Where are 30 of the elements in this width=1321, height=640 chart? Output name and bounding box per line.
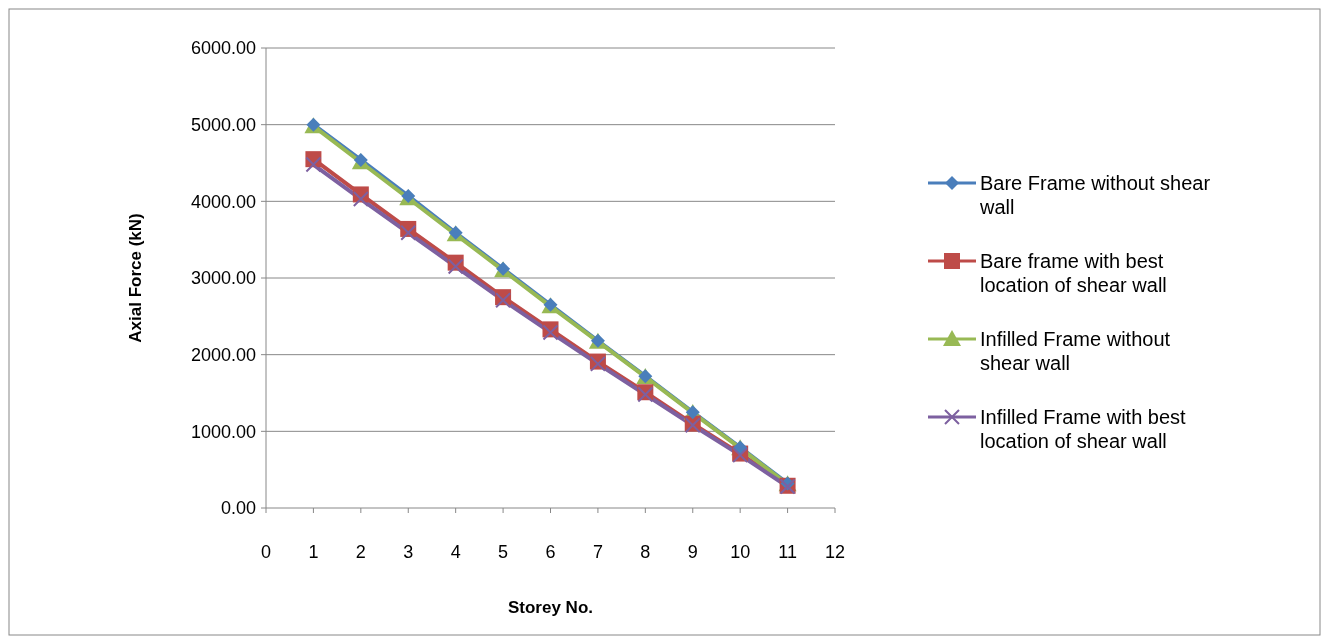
x-tick-label: 10 — [730, 542, 751, 562]
x-tick-label: 9 — [687, 542, 698, 562]
legend-label: Infilled Frame with best location of shear wall — [980, 406, 1187, 452]
y-tick-label: 1000.00 — [190, 421, 256, 442]
x-tick-label: 1 — [308, 542, 319, 562]
x-tick-label: 5 — [498, 542, 509, 562]
x-tick-label: 2 — [355, 542, 366, 562]
y-tick-label: 6000.00 — [190, 38, 256, 59]
y-tick-label: 0.00 — [220, 498, 256, 519]
x-tick-label: 7 — [592, 542, 603, 562]
y-axis-title: Axial Force (kN) — [126, 213, 145, 343]
legend-label: Infilled Frame without shear wall — [980, 328, 1171, 374]
legend-label: Bare Frame without shear wall — [979, 172, 1211, 218]
x-axis-title: Storey No. — [507, 598, 594, 617]
x-tick-label: 3 — [403, 542, 414, 562]
x-tick-label: 11 — [778, 542, 797, 562]
x-tick-label: 0 — [260, 542, 272, 562]
point — [447, 258, 464, 275]
point — [305, 156, 322, 173]
y-tick-label: 4000.00 — [190, 191, 256, 212]
x-tick-label: 12 — [824, 542, 846, 562]
point — [352, 191, 369, 208]
point — [400, 224, 417, 241]
x-tick-label: 4 — [450, 542, 461, 562]
x-tick-label: 8 — [640, 542, 651, 562]
x-tick-label: 6 — [545, 542, 556, 562]
y-tick-label: 3000.00 — [190, 268, 256, 289]
legend-label: Bare frame with best location of shear wall — [980, 250, 1167, 296]
y-tick-label: 2000.00 — [190, 344, 256, 365]
y-tick-label: 5000.00 — [190, 114, 256, 135]
